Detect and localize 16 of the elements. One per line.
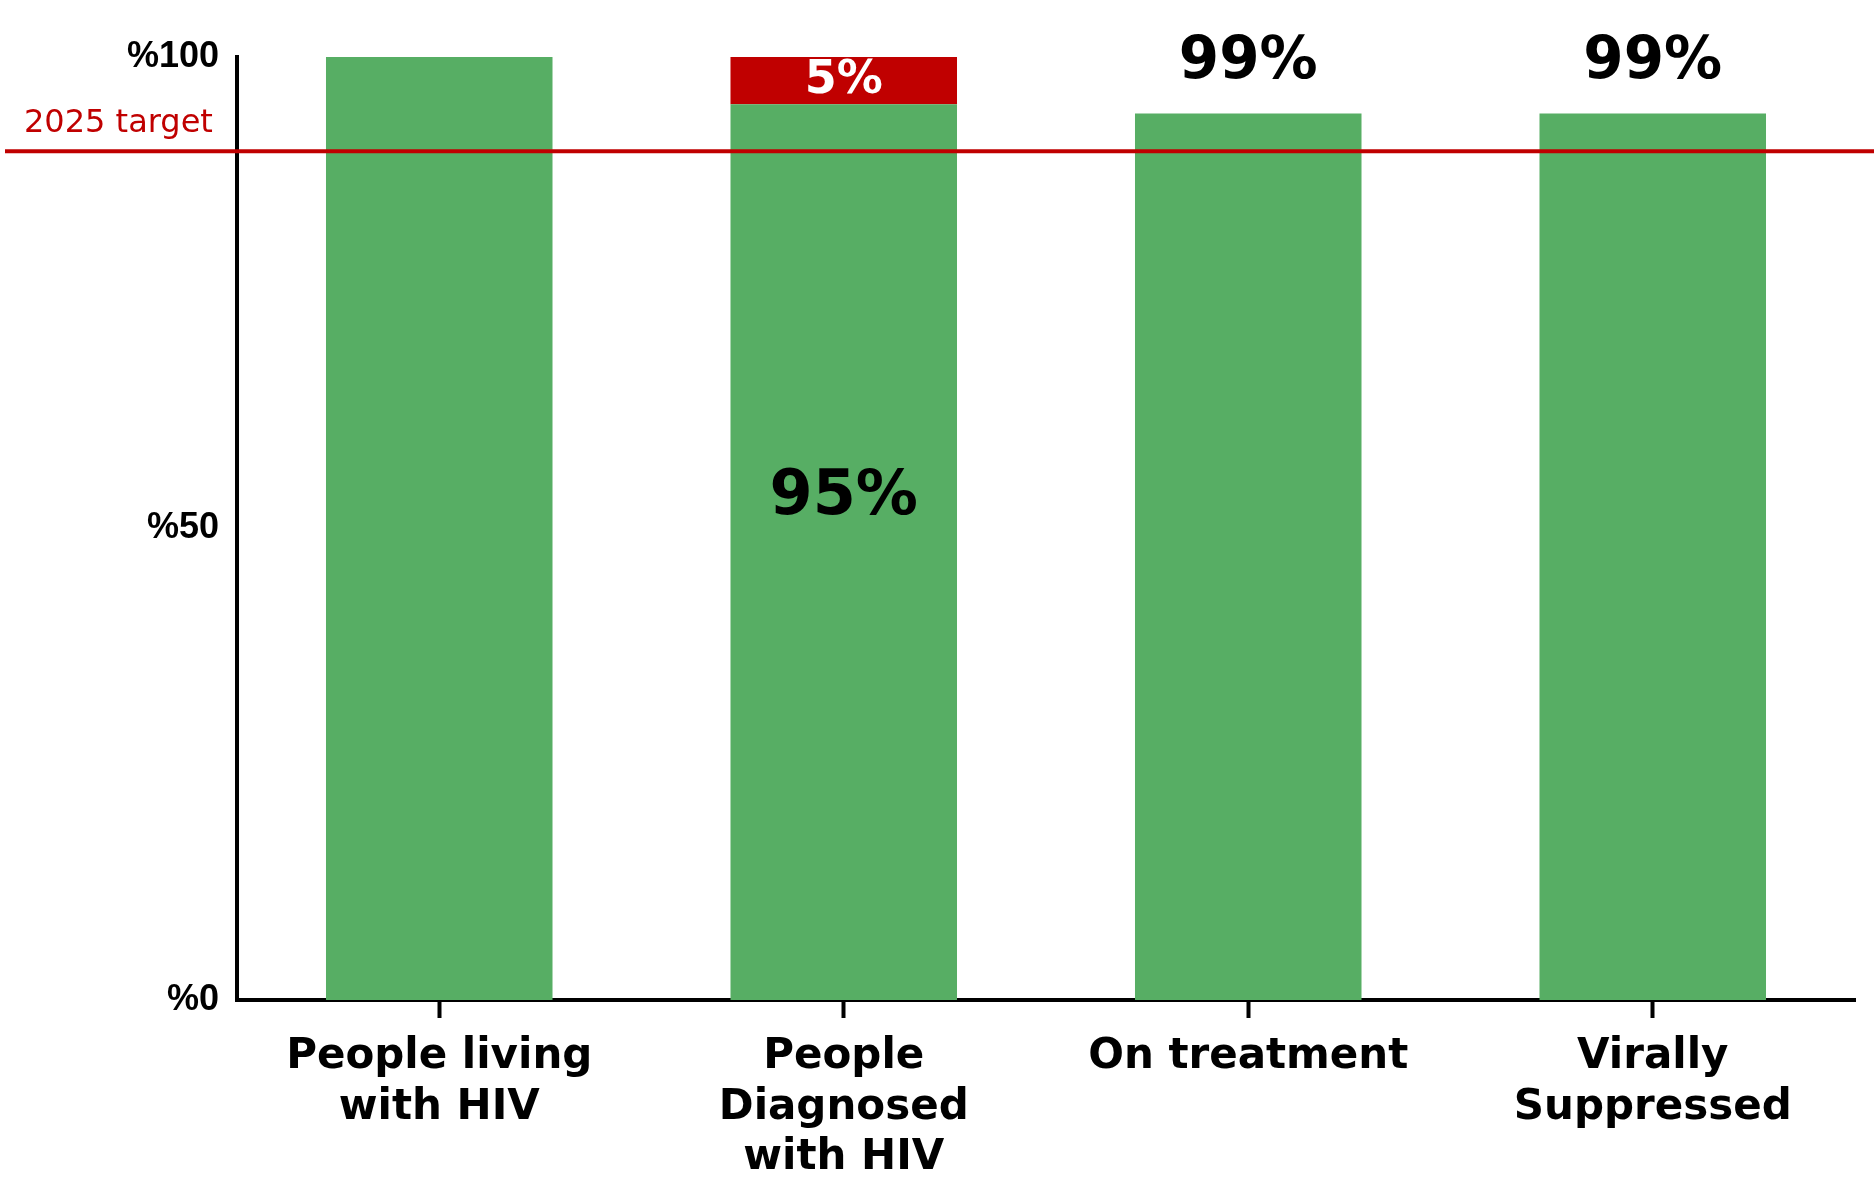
data-label: 5% bbox=[804, 49, 883, 104]
bar bbox=[325, 57, 553, 1000]
bar bbox=[1539, 113, 1767, 1000]
ref-line-label: 2025 target bbox=[24, 101, 213, 140]
y-tick-label: %0 bbox=[166, 976, 219, 1018]
data-label: 95% bbox=[769, 456, 918, 530]
x-tick-label: People living with HIV bbox=[286, 1029, 593, 1129]
x-tick-label: On treatment bbox=[1088, 1029, 1409, 1079]
y-tick-label: %100 bbox=[126, 33, 219, 75]
bar bbox=[1134, 113, 1362, 1000]
bar bbox=[730, 104, 958, 1000]
annotation: 99% bbox=[1178, 23, 1318, 92]
x-tick-label: Virally Suppressed bbox=[1513, 1029, 1792, 1129]
y-tick-label: %50 bbox=[146, 505, 219, 547]
x-tick-label: People Diagnosed with HIV bbox=[718, 1029, 969, 1179]
annotation: 99% bbox=[1583, 23, 1723, 92]
